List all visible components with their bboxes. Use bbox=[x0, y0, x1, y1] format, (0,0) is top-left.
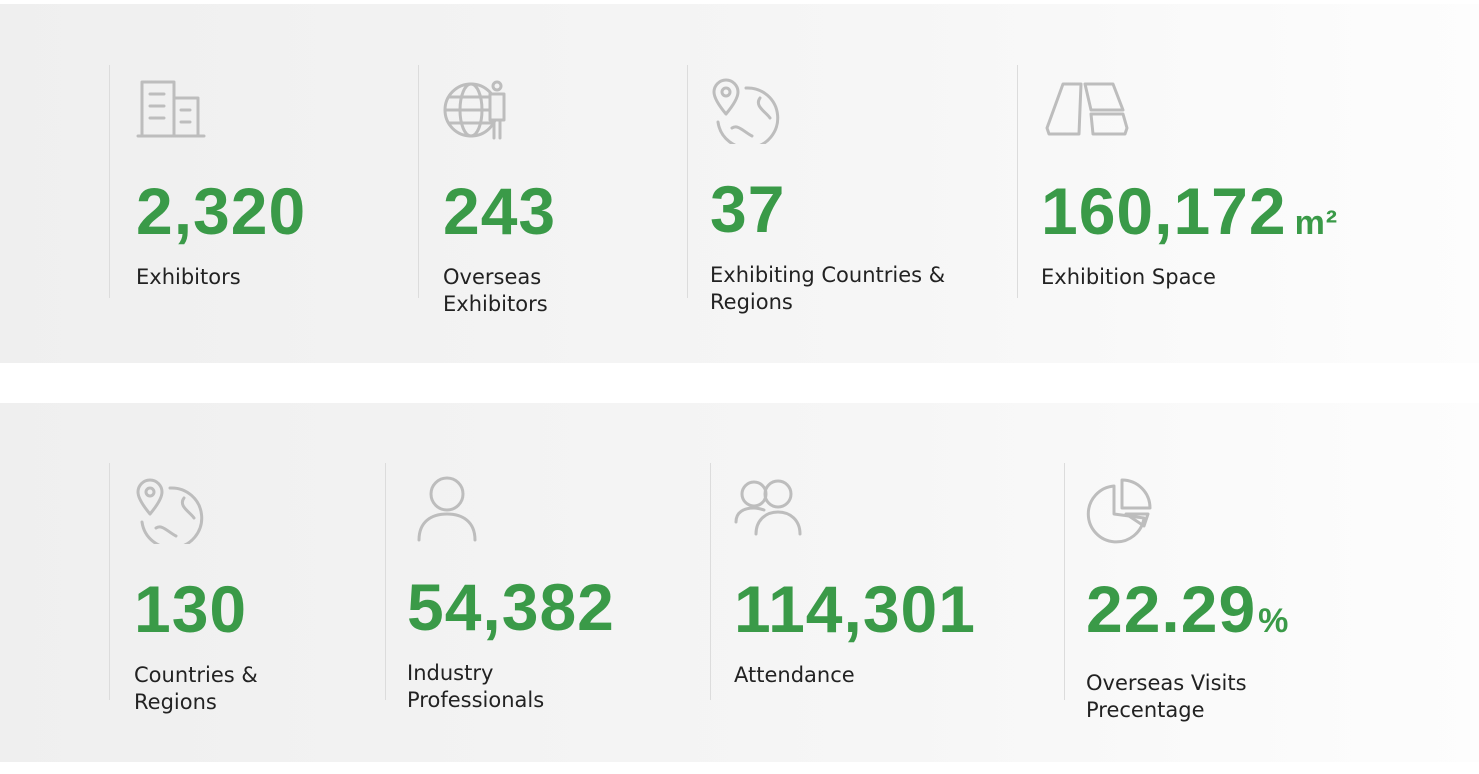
value: 22.29 bbox=[1086, 572, 1257, 646]
stat-label: Exhibitors bbox=[136, 265, 241, 289]
value: 114,301 bbox=[734, 572, 976, 646]
space-icon bbox=[1045, 82, 1129, 136]
pie-icon bbox=[1086, 478, 1152, 544]
building-icon bbox=[136, 80, 206, 138]
stat-label: Overseas Exhibitors bbox=[443, 265, 548, 316]
divider bbox=[1017, 65, 1018, 298]
stat-label: Exhibiting Countries & Regions bbox=[710, 263, 946, 314]
unit: % bbox=[1258, 602, 1290, 640]
divider bbox=[418, 65, 419, 298]
divider bbox=[109, 65, 110, 298]
divider bbox=[687, 65, 688, 298]
stat-label: Overseas Visits Precentage bbox=[1086, 671, 1247, 722]
stat-value: 114,301 bbox=[734, 574, 976, 644]
value: 2,320 bbox=[136, 174, 307, 248]
stat-label: Attendance bbox=[734, 663, 855, 687]
stat-value: 22.29% bbox=[1086, 574, 1289, 656]
stats-panel bbox=[0, 403, 1479, 762]
value: 160,172 bbox=[1041, 174, 1287, 248]
stat-label: Industry Professionals bbox=[407, 661, 545, 712]
stat-value: 243 bbox=[443, 176, 556, 246]
globe-pin-icon bbox=[712, 78, 780, 144]
people-icon bbox=[734, 479, 802, 536]
stats-panel bbox=[0, 4, 1479, 363]
globe-pin-icon bbox=[136, 478, 204, 544]
divider bbox=[710, 463, 711, 700]
value: 130 bbox=[134, 572, 248, 646]
stat-label: Exhibition Space bbox=[1041, 265, 1216, 289]
unit: m² bbox=[1294, 204, 1339, 242]
stat-value: 37 bbox=[710, 174, 785, 244]
globe-person-icon bbox=[443, 80, 506, 140]
stat-value: 2,320 bbox=[136, 176, 306, 246]
divider bbox=[109, 463, 110, 700]
divider bbox=[385, 463, 386, 700]
divider bbox=[1064, 463, 1065, 700]
value: 54,382 bbox=[407, 570, 615, 644]
value: 37 bbox=[710, 172, 786, 246]
person-icon bbox=[417, 476, 477, 542]
stat-value: 160,172 m² bbox=[1041, 176, 1338, 258]
stat-value: 54,382 bbox=[407, 572, 615, 642]
value: 243 bbox=[443, 174, 557, 248]
stat-label: Countries & Regions bbox=[134, 663, 258, 714]
stat-value: 130 bbox=[134, 574, 247, 644]
